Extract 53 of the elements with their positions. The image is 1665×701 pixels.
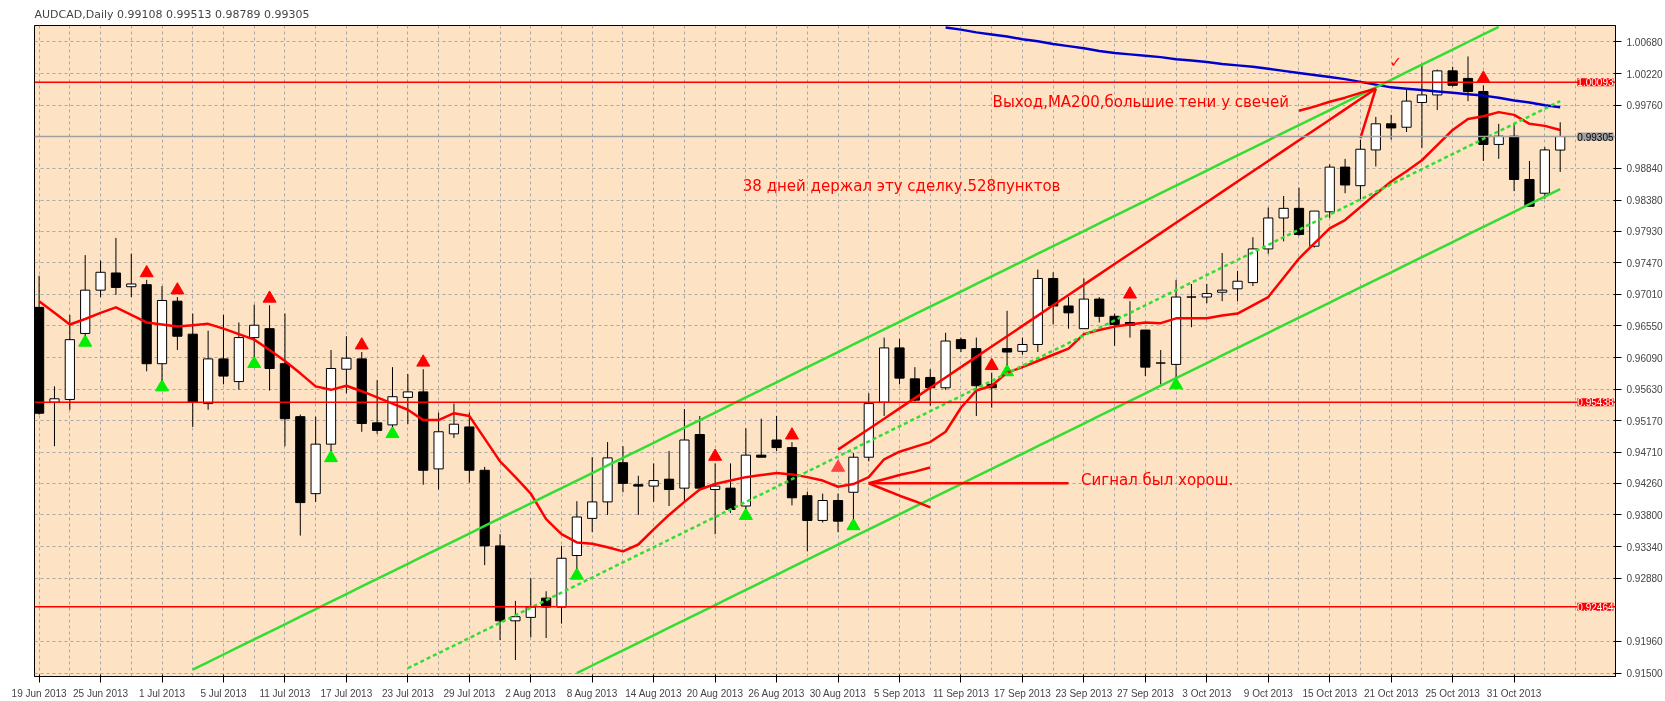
y-tick-label: 0.96550: [1626, 320, 1664, 332]
y-tick-label: 0.94710: [1626, 447, 1664, 459]
x-tick-label: 25 Jun 2013: [73, 687, 129, 699]
y-tick-label: 0.93340: [1626, 541, 1664, 553]
annotation: ✓: [1389, 52, 1402, 71]
y-tick-label: 0.97470: [1626, 257, 1664, 269]
x-tick-label: 2 Aug 2013: [505, 687, 557, 699]
y-tick-label: 0.95170: [1626, 415, 1664, 427]
x-tick-label: 17 Jul 2013: [320, 687, 373, 699]
x-tick-label: 21 Oct 2013: [1363, 687, 1419, 699]
x-tick-label: 8 Aug 2013: [566, 687, 618, 699]
x-tick-label: 17 Sep 2013: [994, 687, 1052, 699]
x-tick-label: 30 Aug 2013: [809, 687, 867, 699]
y-tick-label: 1.00220: [1626, 68, 1664, 80]
ref-line-label: 0.92464: [1577, 601, 1614, 613]
y-tick-label: 0.96090: [1626, 352, 1664, 364]
chart-title: AUDCAD,Daily 0.99108 0.99513 0.98789 0.99305: [34, 7, 310, 21]
x-tick-label: 11 Jul 2013: [259, 687, 311, 699]
x-tick-label: 9 Oct 2013: [1243, 687, 1294, 699]
x-tick-label: 25 Oct 2013: [1425, 687, 1481, 699]
y-tick-label: 1.00680: [1626, 37, 1664, 48]
x-tick-label: 15 Oct 2013: [1302, 687, 1358, 699]
x-tick-label: 20 Aug 2013: [686, 687, 744, 699]
x-tick-label: 19 Jun 2013: [11, 687, 68, 699]
x-tick-label: 5 Sep 2013: [873, 687, 926, 699]
x-tick-label: 29 Jul 2013: [443, 687, 496, 699]
y-tick-label: 0.93800: [1626, 509, 1664, 521]
y-tick-label: 0.97930: [1626, 226, 1664, 238]
y-tick-label: 0.99760: [1626, 100, 1664, 112]
annotation: 38 дней держал эту сделку.528пунктов: [742, 177, 1061, 196]
y-tick-label: 0.94260: [1626, 478, 1664, 490]
y-tick-label: 0.92880: [1626, 573, 1664, 585]
x-tick-label: 14 Aug 2013: [625, 687, 682, 699]
annotation: Выход,MA200,большие тени у свечей: [992, 93, 1289, 112]
x-tick-label: 23 Jul 2013: [382, 687, 435, 699]
y-tick-label: 0.97010: [1626, 289, 1664, 301]
x-tick-label: 23 Sep 2013: [1055, 687, 1113, 699]
x-tick-label: 3 Oct 2013: [1182, 687, 1232, 699]
annotation: Сигнал был хорош.: [1081, 470, 1234, 489]
ref-line-label: 0.95438: [1577, 397, 1614, 409]
y-tick-label: 0.98840: [1626, 163, 1664, 175]
x-tick-label: 27 Sep 2013: [1116, 687, 1175, 699]
x-tick-label: 5 Jul 2013: [200, 687, 247, 699]
y-tick-label: 0.95630: [1626, 384, 1664, 396]
ref-line-label: 0.99305: [1577, 131, 1614, 143]
ref-line-label: 1.00093: [1577, 77, 1614, 89]
x-tick-label: 31 Oct 2013: [1486, 687, 1542, 699]
x-tick-label: 11 Sep 2013: [932, 687, 990, 699]
y-tick-label: 0.91500: [1626, 668, 1664, 680]
x-tick-label: 26 Aug 2013: [748, 687, 805, 699]
y-tick-label: 0.98380: [1626, 195, 1664, 207]
x-tick-label: 1 Jul 2013: [138, 687, 186, 699]
y-tick-label: 0.91960: [1626, 636, 1664, 648]
